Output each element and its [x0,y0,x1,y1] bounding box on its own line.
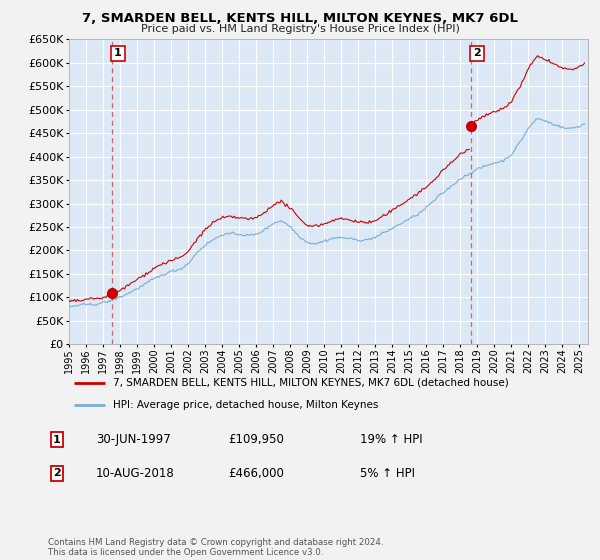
Text: 19% ↑ HPI: 19% ↑ HPI [360,433,422,446]
Text: 1: 1 [53,435,61,445]
Text: 30-JUN-1997: 30-JUN-1997 [96,433,171,446]
Text: 5% ↑ HPI: 5% ↑ HPI [360,466,415,480]
Text: 10-AUG-2018: 10-AUG-2018 [96,466,175,480]
Text: 2: 2 [53,468,61,478]
Text: 2: 2 [473,48,481,58]
Text: £109,950: £109,950 [228,433,284,446]
Text: Price paid vs. HM Land Registry's House Price Index (HPI): Price paid vs. HM Land Registry's House … [140,24,460,34]
Text: 7, SMARDEN BELL, KENTS HILL, MILTON KEYNES, MK7 6DL (detached house): 7, SMARDEN BELL, KENTS HILL, MILTON KEYN… [113,378,509,388]
Text: £466,000: £466,000 [228,466,284,480]
Text: HPI: Average price, detached house, Milton Keynes: HPI: Average price, detached house, Milt… [113,400,379,410]
Text: 1: 1 [114,48,122,58]
Text: Contains HM Land Registry data © Crown copyright and database right 2024.
This d: Contains HM Land Registry data © Crown c… [48,538,383,557]
Text: 7, SMARDEN BELL, KENTS HILL, MILTON KEYNES, MK7 6DL: 7, SMARDEN BELL, KENTS HILL, MILTON KEYN… [82,12,518,25]
